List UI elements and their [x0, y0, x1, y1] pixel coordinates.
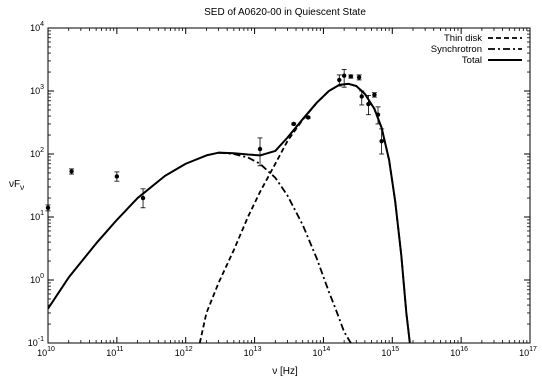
x-tick-mantissa: 10	[106, 348, 116, 358]
data-point	[257, 137, 263, 167]
y-tick-exponent: -1	[38, 336, 44, 343]
x-tick-label: 1017	[519, 346, 537, 358]
x-tick-exponent: 11	[116, 346, 123, 353]
data-point	[305, 115, 311, 120]
x-tick-mantissa: 10	[381, 348, 391, 358]
data-point	[348, 74, 354, 79]
data-point	[140, 188, 146, 209]
y-label-main: νF	[9, 179, 20, 190]
data-point	[45, 204, 51, 212]
data-point	[375, 106, 381, 125]
y-tick-exponent: 4	[40, 21, 44, 28]
plot-frame	[47, 27, 531, 344]
y-tick-label: 101	[30, 210, 44, 222]
x-tick-label: 1014	[313, 346, 331, 358]
y-tick-label: 100	[30, 273, 44, 285]
x-axis-label: ν [Hz]	[272, 366, 298, 377]
y-tick-mantissa: 10	[30, 275, 40, 285]
data-point-marker	[45, 205, 51, 210]
data-point-marker	[257, 146, 263, 152]
y-tick-mantissa: 10	[30, 86, 40, 96]
y-tick-exponent: 2	[40, 147, 44, 154]
y-tick-label: 102	[30, 147, 44, 159]
y-tick-mantissa: 10	[28, 338, 38, 348]
y-label-subscript: ν	[20, 183, 24, 192]
chart-title: SED of A0620-00 in Quiescent State	[204, 7, 366, 18]
x-tick-label: 1010	[37, 346, 55, 358]
y-tick-label: 103	[30, 84, 44, 96]
data-point	[371, 92, 377, 98]
x-tick-mantissa: 10	[313, 348, 323, 358]
y-tick-exponent: 1	[40, 210, 44, 217]
data-point-marker	[356, 75, 362, 80]
x-tick-exponent: 17	[529, 346, 537, 353]
data-point-marker	[359, 94, 364, 99]
legend-label: Thin disk	[444, 33, 482, 44]
data-point-marker	[291, 121, 296, 127]
data-point-marker	[337, 77, 342, 83]
y-tick-label: 104	[30, 21, 44, 33]
y-tick-mantissa: 10	[30, 23, 40, 33]
data-point	[69, 168, 75, 175]
x-tick-label: 1013	[244, 346, 262, 358]
data-point-marker	[375, 112, 381, 117]
legend-label: Synchrotron	[431, 44, 482, 55]
x-tick-mantissa: 10	[450, 348, 460, 358]
data-point	[356, 74, 362, 81]
x-tick-mantissa: 10	[519, 348, 529, 358]
data-point-marker	[305, 115, 311, 120]
data-point-marker	[366, 101, 371, 107]
data-point	[336, 74, 342, 87]
ticks: 1010 1011 1012 1013 1014 1015 1016 101710-11001…	[28, 21, 537, 358]
data-point	[114, 171, 120, 182]
plot-area	[45, 69, 411, 343]
data-point	[359, 90, 365, 106]
y-tick-mantissa: 10	[30, 149, 40, 159]
data-point-marker	[341, 73, 347, 78]
x-tick-exponent: 14	[323, 346, 331, 353]
data-point-marker	[114, 174, 120, 179]
data-point-marker	[69, 169, 74, 174]
data-point	[341, 69, 347, 88]
data-point	[291, 121, 297, 127]
x-tick-label: 1012	[175, 346, 193, 358]
data-point-marker	[348, 74, 354, 79]
x-tick-mantissa: 10	[175, 348, 185, 358]
y-tick-exponent: 0	[40, 273, 44, 280]
data-point	[379, 128, 385, 155]
y-tick-mantissa: 10	[30, 212, 40, 222]
data-point	[365, 95, 371, 116]
x-tick-mantissa: 10	[37, 348, 47, 358]
x-tick-mantissa: 10	[244, 348, 254, 358]
data-point-marker	[379, 138, 384, 144]
x-tick-exponent: 15	[391, 346, 399, 353]
x-tick-exponent: 13	[254, 346, 262, 353]
x-tick-label: 1016	[450, 346, 468, 358]
x-tick-exponent: 12	[185, 346, 193, 353]
data-point-marker	[372, 92, 377, 98]
x-tick-label: 1015	[381, 346, 399, 358]
data-point-marker	[140, 195, 146, 201]
axes	[47, 27, 531, 344]
y-tick-label: 10-1	[28, 336, 44, 348]
legend-label: Total	[462, 55, 482, 66]
series-total-line	[48, 82, 411, 343]
x-tick-label: 1011	[106, 346, 123, 358]
x-tick-exponent: 10	[47, 346, 55, 353]
series-synchrotron-line	[218, 151, 352, 343]
y-axis-label: νFν	[9, 179, 24, 192]
x-tick-exponent: 16	[460, 346, 468, 353]
y-tick-exponent: 3	[40, 84, 44, 91]
